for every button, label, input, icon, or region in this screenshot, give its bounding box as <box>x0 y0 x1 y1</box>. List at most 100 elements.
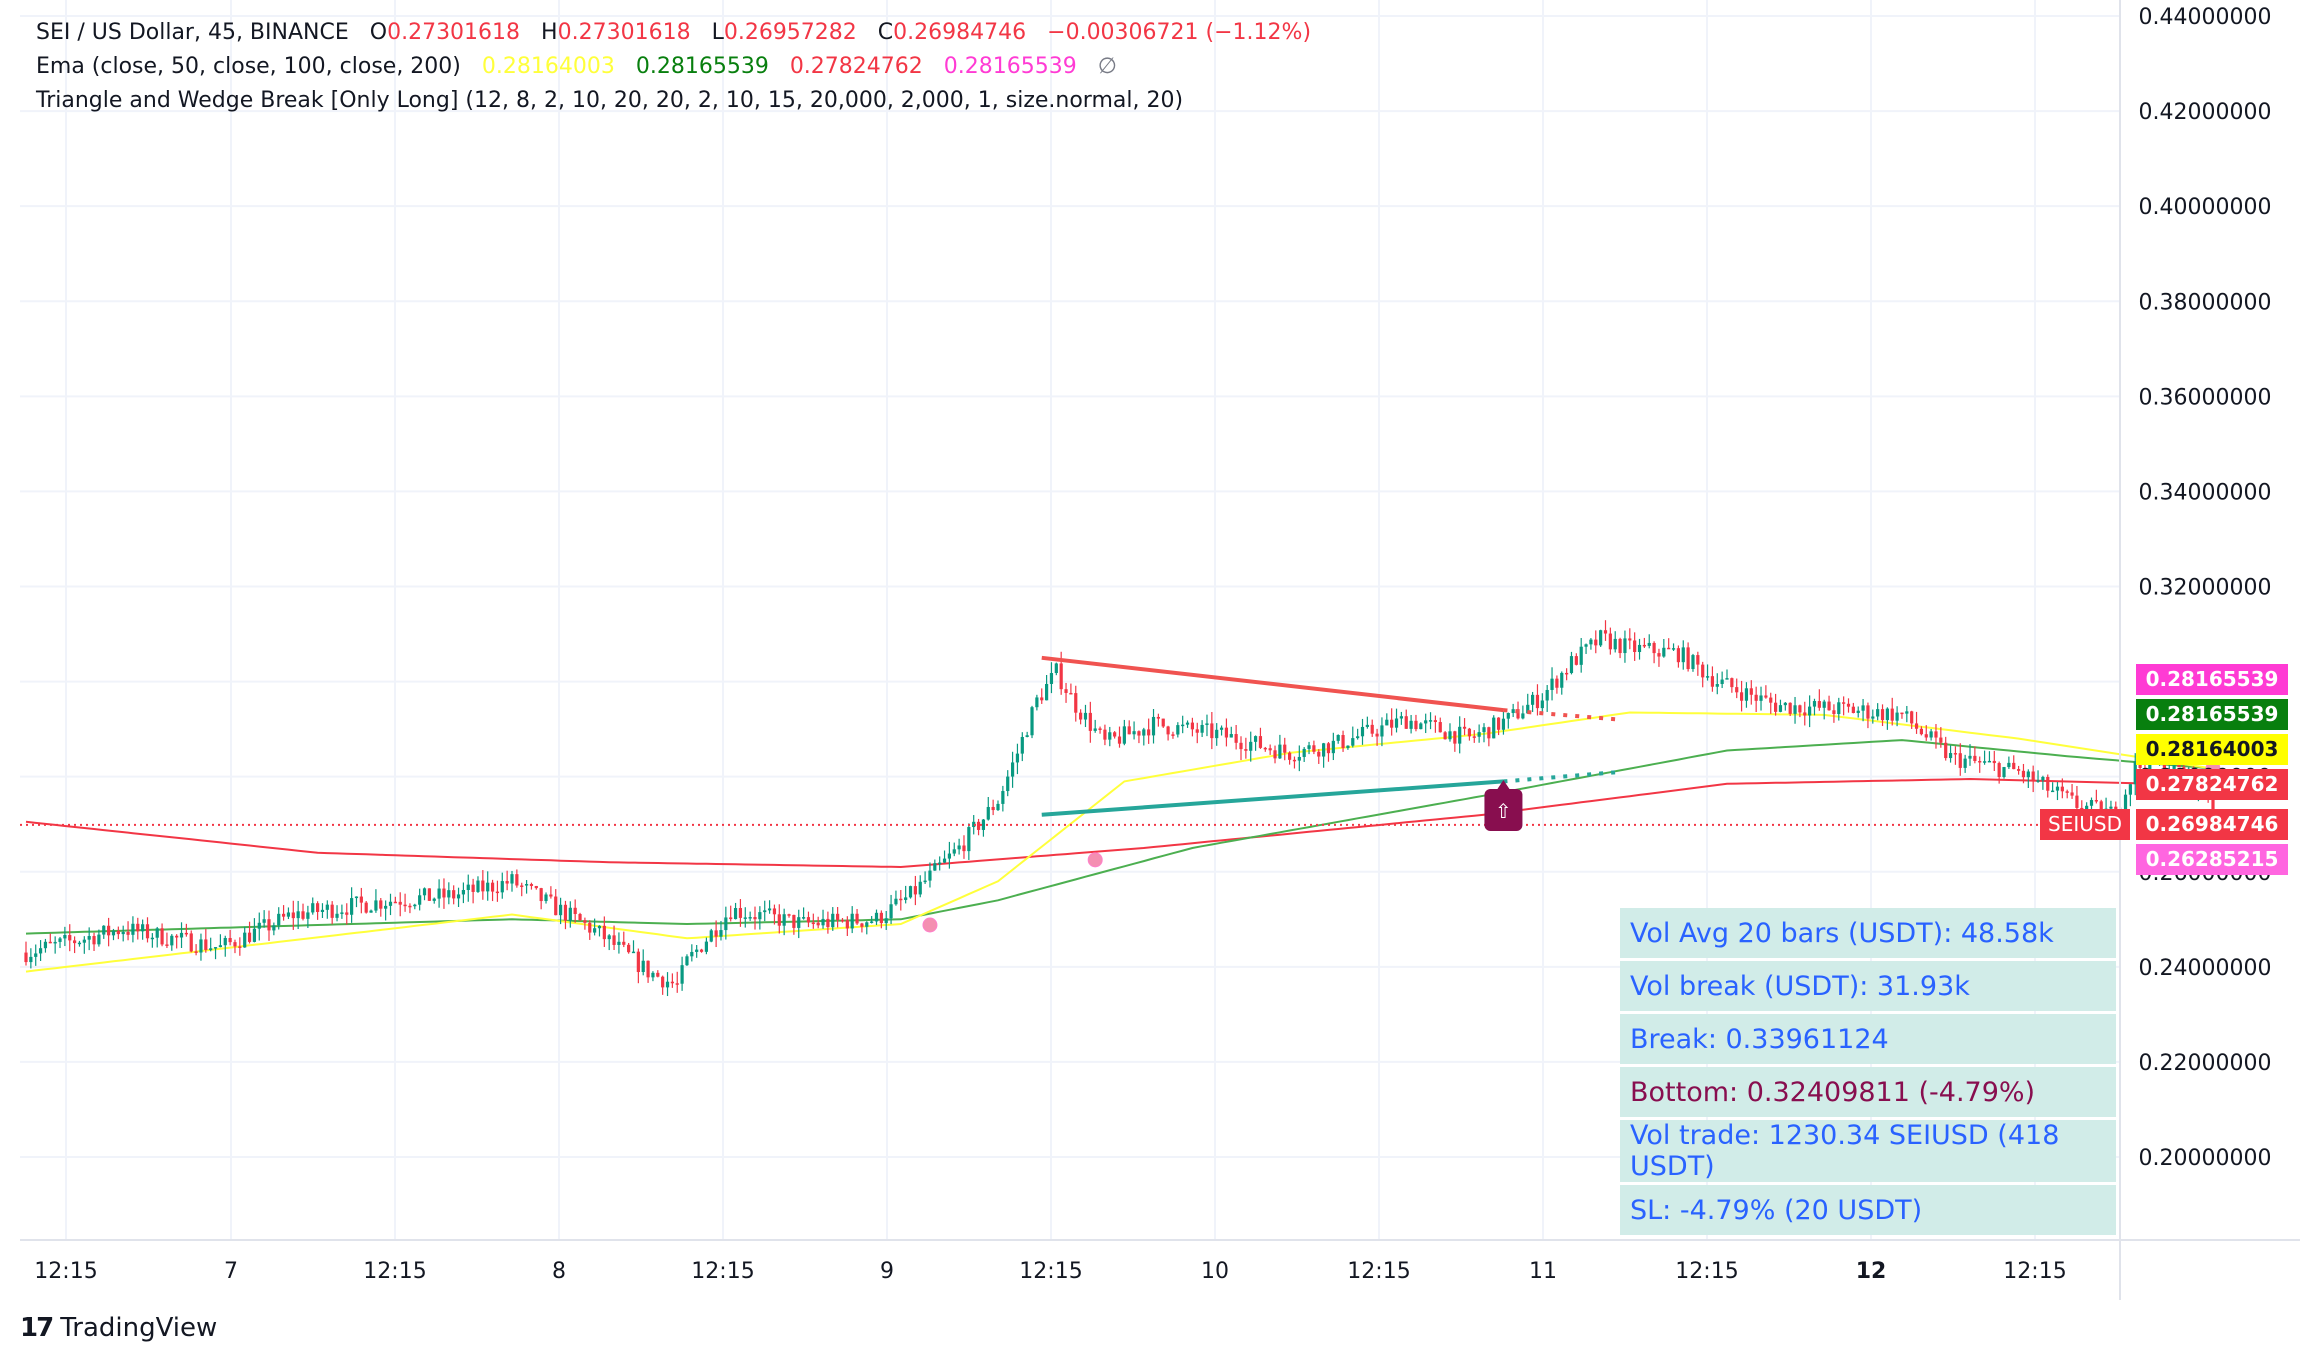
candle-body <box>301 911 305 919</box>
candle-body <box>2085 805 2089 811</box>
candle-body <box>1652 642 1656 654</box>
legend-symbol[interactable]: SEI / US Dollar, 45, BINANCE <box>36 20 349 45</box>
candle-body <box>1715 684 1719 687</box>
candle-body <box>952 849 956 854</box>
candle-body <box>1526 704 1530 714</box>
candle-body <box>1020 736 1024 754</box>
candle-body <box>1288 752 1292 760</box>
legend-l-label: L <box>711 20 724 45</box>
candle-body <box>1409 720 1413 729</box>
y-tick-label: 0.38000000 <box>2139 290 2272 315</box>
candle-body <box>709 930 713 942</box>
candle-body <box>938 862 942 865</box>
candle-body <box>1535 694 1540 709</box>
candle-body <box>738 908 743 918</box>
candle-body <box>1375 733 1379 737</box>
chart-grid <box>20 0 2120 1240</box>
candle-body <box>539 888 543 902</box>
candle-body <box>554 896 558 916</box>
candle-body <box>1088 712 1092 731</box>
candle-body <box>1555 678 1559 688</box>
candle-body <box>957 845 961 850</box>
legend-indicator-label[interactable]: Triangle and Wedge Break [Only Long] (12… <box>36 88 1184 113</box>
candle-body <box>1006 776 1010 792</box>
candle-body <box>2099 801 2103 817</box>
candle-body <box>34 953 38 957</box>
candle-body <box>1584 644 1588 647</box>
candle-body <box>1623 638 1627 654</box>
candle-body <box>1948 753 1953 759</box>
candle-body <box>24 952 28 963</box>
candle-body <box>923 880 927 883</box>
candle-body <box>1628 638 1632 641</box>
candle-body <box>879 912 883 924</box>
candle-body <box>1312 745 1316 752</box>
candle-body <box>374 900 378 911</box>
candle-body <box>729 917 733 920</box>
candle-body <box>291 912 295 919</box>
candle-body <box>364 902 368 913</box>
candle-body <box>398 901 402 905</box>
candle-body <box>1195 729 1199 733</box>
x-tick-label: 12:15 <box>1675 1259 1738 1284</box>
candle-body <box>1871 716 1875 719</box>
candle-body <box>918 881 922 895</box>
candle-body <box>889 904 893 919</box>
price-tag-green: 0.28165539 <box>2136 699 2288 730</box>
candle-body <box>1210 723 1214 739</box>
candle-body <box>272 925 276 931</box>
candle-body <box>777 914 781 926</box>
candle-body <box>1569 656 1574 674</box>
candle-body <box>695 949 699 952</box>
candle-body <box>529 884 534 886</box>
candle-body <box>816 922 820 926</box>
candle-body <box>524 884 529 886</box>
candle-body <box>826 918 830 928</box>
x-tick-label: 12:15 <box>1019 1259 1082 1284</box>
legend-indicator-row: Triangle and Wedge Break [Only Long] (12… <box>36 84 1311 118</box>
candle-body <box>1001 791 1005 804</box>
candle-body <box>58 938 62 942</box>
candle-body <box>316 903 320 912</box>
candle-body <box>2089 800 2094 806</box>
candle-body <box>661 976 665 988</box>
candle-body <box>252 928 257 942</box>
candle-body <box>1385 719 1389 726</box>
candle-body <box>1137 731 1141 736</box>
legend-ema-label[interactable]: Ema (close, 50, close, 100, close, 200) <box>36 54 461 79</box>
candle-body <box>184 932 188 935</box>
x-tick-label: 12 <box>1856 1259 1887 1284</box>
candle-body <box>1861 705 1865 711</box>
candle-body <box>622 941 626 945</box>
candle-body <box>1035 697 1039 708</box>
candle-body <box>2162 758 2166 775</box>
candle-body <box>209 948 213 950</box>
candle-body <box>840 919 845 922</box>
candle-body <box>1919 728 1923 735</box>
candle-body <box>1079 712 1083 720</box>
candle-body <box>413 904 417 907</box>
candle-body <box>1394 718 1399 728</box>
candle-body <box>583 920 587 923</box>
candle-body <box>1501 718 1506 730</box>
candle-body <box>1010 762 1015 777</box>
x-tick-label: 9 <box>880 1259 894 1284</box>
candle-body <box>1744 688 1749 701</box>
candle-body <box>656 972 660 977</box>
x-tick-label: 7 <box>224 1259 238 1284</box>
tradingview-logo-icon: 17 <box>20 1313 54 1343</box>
candle-body <box>2026 771 2030 778</box>
candle-body <box>1132 731 1136 735</box>
candle-body <box>1045 683 1049 701</box>
candle-body <box>1846 703 1851 707</box>
candle-body <box>1365 724 1369 727</box>
candle-body <box>495 891 500 894</box>
candle-body <box>1812 701 1817 707</box>
candle-body <box>29 956 33 963</box>
candle-body <box>1599 630 1603 646</box>
candle-body <box>763 910 767 913</box>
triangle-lower-line <box>1041 779 1504 817</box>
tradingview-brand[interactable]: 17 TradingView <box>20 1313 217 1343</box>
candle-body <box>2012 762 2016 770</box>
